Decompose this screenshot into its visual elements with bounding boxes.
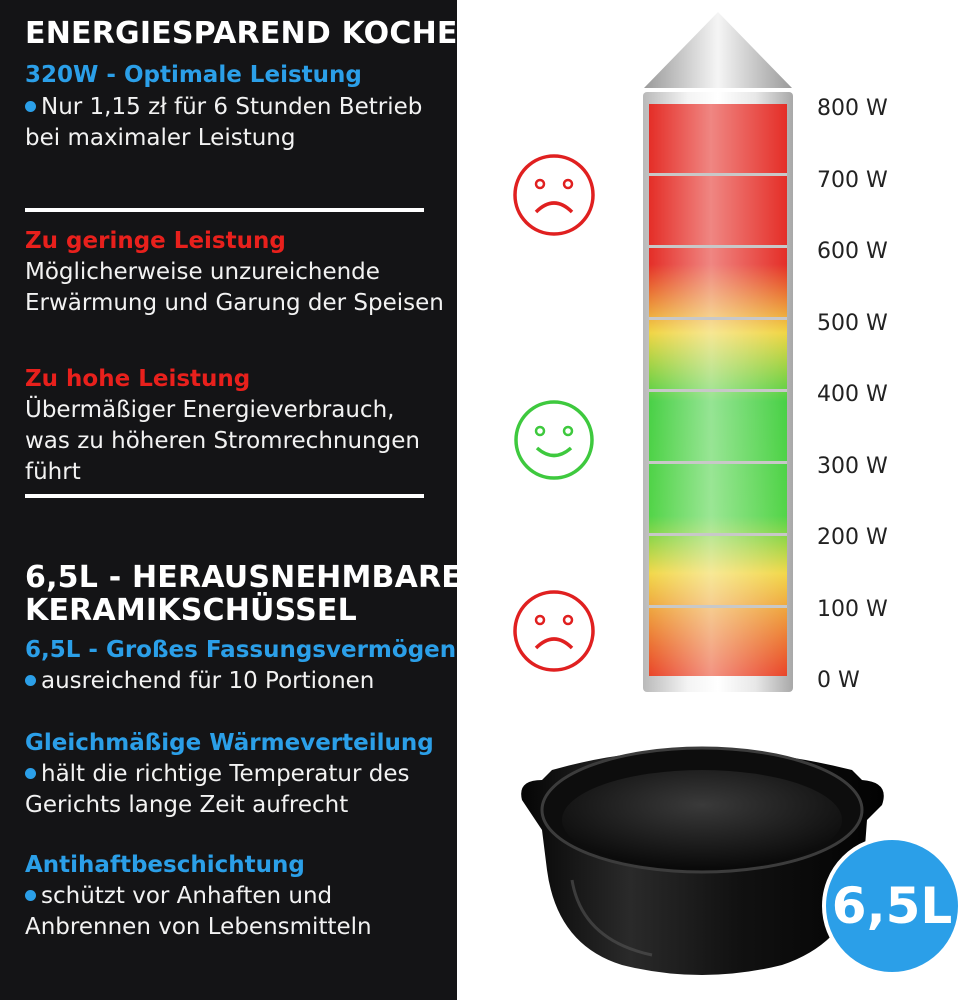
info-panel: ENERGIESPAREND KOCHEN 320W - Optimale Le… [0, 0, 483, 1000]
energy-title: ENERGIESPAREND KOCHEN [25, 16, 483, 51]
capacity-text: ausreichend für 10 Portionen [41, 668, 375, 694]
sad-face-icon [513, 154, 595, 236]
bullet-icon [25, 768, 36, 779]
low-power-text: Möglicherweise unzureichende Erwärmung u… [25, 259, 444, 316]
bullet-icon [25, 675, 36, 686]
gauge-dividers [649, 173, 787, 608]
gauge-label: 200 W [817, 525, 888, 550]
power-text-block: Nur 1,15 zł für 6 Stunden Betrieb bei ma… [25, 92, 445, 154]
gauge-label: 700 W [817, 168, 888, 193]
gauge-label: 300 W [817, 454, 888, 479]
power-subtitle: 320W - Optimale Leistung [25, 62, 362, 88]
gauge-label: 500 W [817, 311, 888, 336]
arrow-up-icon [644, 12, 792, 88]
capacity-badge: 6,5L [822, 836, 962, 976]
gauge-label: 800 W [817, 96, 888, 121]
low-power-title: Zu geringe Leistung [25, 228, 286, 254]
high-power-text: Übermäßiger Energieverbrauch, was zu höh… [25, 397, 420, 485]
heat-subtitle: Gleichmäßige Wärmeverteilung [25, 730, 434, 756]
divider [25, 494, 424, 498]
bowl-title-line1: 6,5L - HERAUSNEHMBARE [25, 560, 463, 595]
gauge-label: 0 W [817, 668, 860, 693]
ceramic-bowl-image [521, 746, 884, 975]
capacity-subtitle: 6,5L - Großes Fassungsvermögen [25, 637, 457, 663]
nonstick-text-block: schützt vor Anhaften und Anbrennen von L… [25, 881, 445, 943]
capacity-text-block: ausreichend für 10 Portionen [25, 666, 445, 697]
heat-text-block: hält die richtige Temperatur des Gericht… [25, 759, 445, 821]
gauge-panel: 800 W 700 W 600 W 500 W 400 W 300 W 200 … [457, 0, 966, 1000]
gauge-label: 400 W [817, 382, 888, 407]
gauge-label: 600 W [817, 239, 888, 264]
happy-face-icon [514, 400, 594, 480]
divider [25, 208, 424, 212]
bowl-title-line2: KERAMIKSCHÜSSEL [25, 593, 357, 628]
bullet-icon [25, 890, 36, 901]
heat-text: hält die richtige Temperatur des Gericht… [25, 761, 410, 818]
nonstick-text: schützt vor Anhaften und Anbrennen von L… [25, 883, 372, 940]
sad-face-icon [513, 590, 595, 672]
gauge-label: 100 W [817, 597, 888, 622]
power-text: Nur 1,15 zł für 6 Stunden Betrieb bei ma… [25, 94, 423, 151]
nonstick-subtitle: Antihaftbeschichtung [25, 852, 305, 878]
bullet-icon [25, 101, 36, 112]
high-power-title: Zu hohe Leistung [25, 366, 251, 392]
